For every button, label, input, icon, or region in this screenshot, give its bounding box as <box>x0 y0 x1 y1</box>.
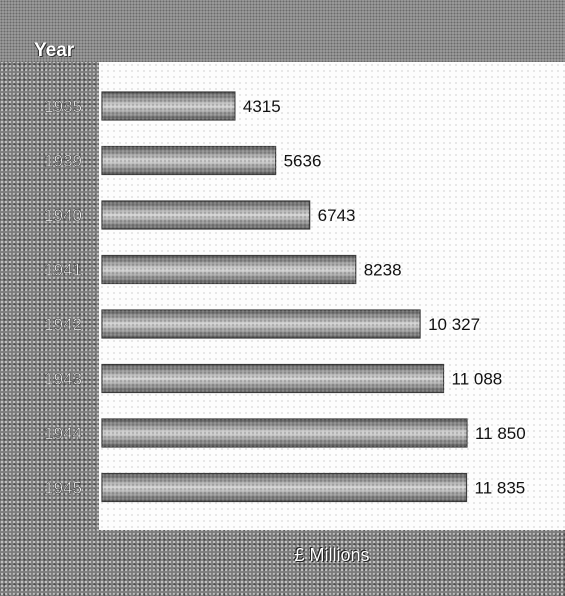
value-label: 10 327 <box>428 315 480 334</box>
header-band <box>0 0 565 62</box>
y-tick-label: 1935 <box>44 97 82 116</box>
y-tick-label: 1943 <box>44 370 82 389</box>
value-label: 6743 <box>318 206 356 225</box>
value-label: 11 835 <box>475 479 526 498</box>
value-label: 5636 <box>284 152 322 171</box>
value-label: 11 088 <box>452 370 503 389</box>
bar-texture-1944 <box>102 419 467 447</box>
y-tick-label: 1942 <box>44 315 82 334</box>
bar-texture-1940 <box>102 201 310 229</box>
bar-texture-1945 <box>102 473 467 502</box>
x-axis-title: £ Millions <box>294 545 370 565</box>
bar-texture-1939 <box>102 146 276 175</box>
y-tick-label: 1941 <box>44 261 82 280</box>
y-tick-label: 1939 <box>44 152 82 171</box>
y-axis-title: Year <box>34 40 75 61</box>
bar-texture-1935 <box>102 92 235 120</box>
plot-area <box>99 62 565 530</box>
y-tick-label: 1945 <box>44 479 82 498</box>
value-label: 11 850 <box>475 424 526 443</box>
y-tick-label: 1940 <box>44 206 82 225</box>
value-label: 4315 <box>243 97 281 116</box>
bar-texture-1943 <box>102 364 444 393</box>
bar-texture-1942 <box>102 310 421 338</box>
bar-texture-1941 <box>102 255 356 284</box>
value-label: 8238 <box>364 261 402 280</box>
y-tick-label: 1944 <box>44 424 82 443</box>
